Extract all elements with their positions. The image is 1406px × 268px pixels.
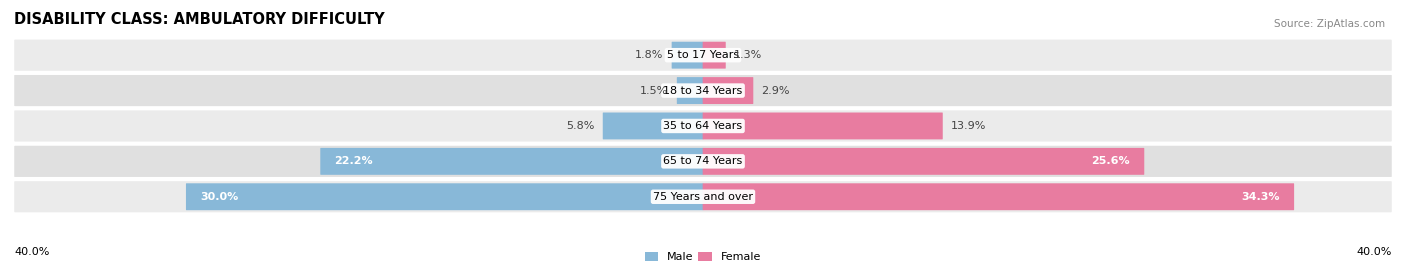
Text: 75 Years and over: 75 Years and over [652,192,754,202]
Text: 25.6%: 25.6% [1091,156,1130,166]
FancyBboxPatch shape [703,148,1144,175]
FancyBboxPatch shape [13,74,1393,107]
FancyBboxPatch shape [703,42,725,69]
Text: 18 to 34 Years: 18 to 34 Years [664,85,742,96]
FancyBboxPatch shape [13,180,1393,213]
Text: 35 to 64 Years: 35 to 64 Years [664,121,742,131]
FancyBboxPatch shape [13,109,1393,143]
Text: 34.3%: 34.3% [1241,192,1279,202]
Text: 22.2%: 22.2% [335,156,373,166]
Text: 1.8%: 1.8% [636,50,664,60]
FancyBboxPatch shape [13,39,1393,72]
Text: 5.8%: 5.8% [567,121,595,131]
Text: 65 to 74 Years: 65 to 74 Years [664,156,742,166]
FancyBboxPatch shape [672,42,703,69]
FancyBboxPatch shape [703,77,754,104]
FancyBboxPatch shape [321,148,703,175]
Text: DISABILITY CLASS: AMBULATORY DIFFICULTY: DISABILITY CLASS: AMBULATORY DIFFICULTY [14,12,385,27]
Legend: Male, Female: Male, Female [641,247,765,267]
FancyBboxPatch shape [13,145,1393,178]
Text: 5 to 17 Years: 5 to 17 Years [666,50,740,60]
Text: 2.9%: 2.9% [762,85,790,96]
FancyBboxPatch shape [603,113,703,139]
Text: 13.9%: 13.9% [950,121,987,131]
Text: 30.0%: 30.0% [200,192,239,202]
Text: Source: ZipAtlas.com: Source: ZipAtlas.com [1274,19,1385,29]
FancyBboxPatch shape [186,183,703,210]
Text: 40.0%: 40.0% [1357,247,1392,257]
Text: 40.0%: 40.0% [14,247,49,257]
Text: 1.3%: 1.3% [734,50,762,60]
FancyBboxPatch shape [703,183,1294,210]
FancyBboxPatch shape [676,77,703,104]
Text: 1.5%: 1.5% [640,85,669,96]
FancyBboxPatch shape [703,113,943,139]
